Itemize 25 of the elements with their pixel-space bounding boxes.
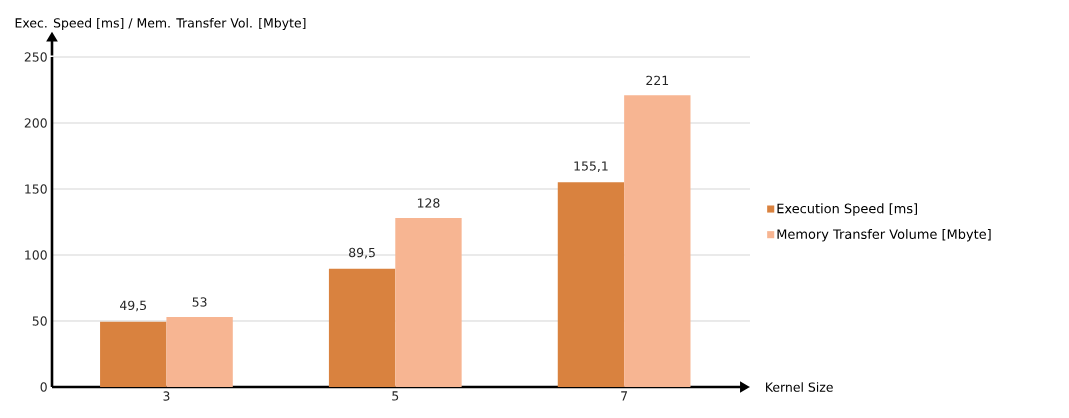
y-tick-label: 100 xyxy=(25,250,47,260)
bar xyxy=(624,95,691,387)
bar xyxy=(328,268,396,387)
y-tick-label: 0 xyxy=(40,382,47,392)
data-label: 128 xyxy=(417,198,440,208)
data-label: 221 xyxy=(646,75,669,85)
legend-label: Execution Speed [ms] xyxy=(777,203,917,216)
x-tick-label: 7 xyxy=(621,391,628,401)
data-label: 53 xyxy=(192,297,207,307)
x-axis-title: Kernel Size xyxy=(766,382,833,392)
legend-label: Memory Transfer Volume [Mbyte] xyxy=(777,228,991,242)
y-axis-title: Exec. Speed [ms] / Mem. Transfer Vol. [Mbyte] xyxy=(15,17,306,31)
x-tick-label: 5 xyxy=(392,391,399,401)
y-tick-label: 200 xyxy=(24,118,47,128)
x-tick-label: 3 xyxy=(163,391,170,401)
bar xyxy=(557,182,625,387)
y-tick-label: 150 xyxy=(25,184,47,194)
y-tick-label: 50 xyxy=(32,316,47,326)
data-label: 49,5 xyxy=(119,300,147,312)
bar xyxy=(395,218,462,387)
data-label: 155,1 xyxy=(574,161,608,172)
bar xyxy=(166,317,233,387)
bar xyxy=(100,321,167,387)
data-label: 89,5 xyxy=(349,247,375,259)
y-tick-label: 250 xyxy=(24,52,47,62)
